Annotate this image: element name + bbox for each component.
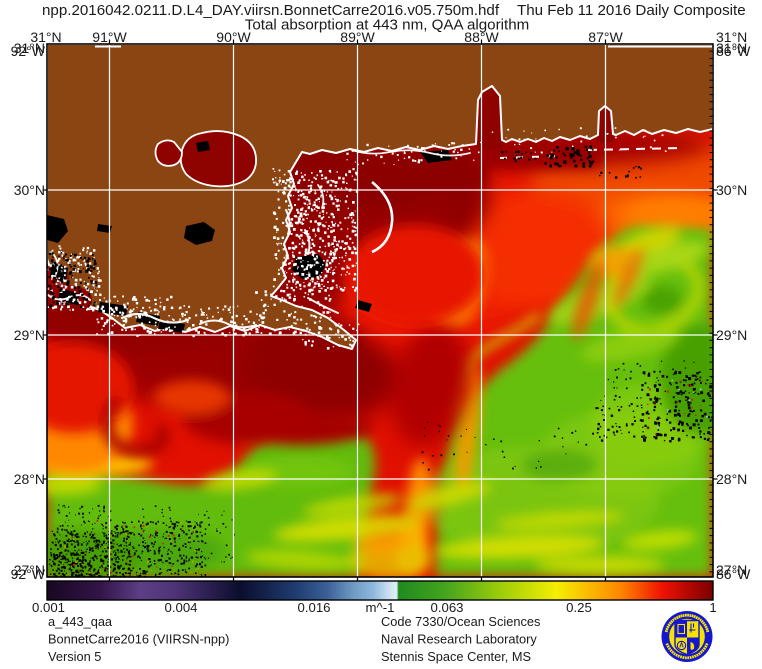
svg-text:m^-1: m^-1	[366, 600, 395, 615]
svg-text:28°N: 28°N	[716, 471, 747, 487]
svg-text:a_443_qaa: a_443_qaa	[48, 614, 113, 629]
svg-text:31°N: 31°N	[716, 29, 747, 45]
svg-text:28°N: 28°N	[14, 471, 45, 487]
svg-text:88°W: 88°W	[464, 29, 499, 45]
svg-text:90°W: 90°W	[216, 29, 251, 45]
svg-text:89°W: 89°W	[340, 29, 375, 45]
svg-text:30°N: 30°N	[716, 182, 747, 198]
svg-text:Code 7330/Ocean Sciences: Code 7330/Ocean Sciences	[381, 614, 540, 629]
svg-text:Total absorption at 443 nm, QA: Total absorption at 443 nm, QAA algorith…	[245, 17, 529, 34]
svg-text:Thu Feb 11 2016 Daily Composit: Thu Feb 11 2016 Daily Composite	[517, 2, 746, 19]
svg-text:86°W: 86°W	[716, 566, 751, 582]
svg-text:92°W: 92°W	[11, 566, 46, 582]
svg-text:29°N: 29°N	[716, 327, 747, 343]
svg-text:31°N: 31°N	[716, 40, 747, 56]
svg-text:Stennis Space Center, MS: Stennis Space Center, MS	[381, 649, 531, 664]
svg-text:87°W: 87°W	[588, 29, 623, 45]
svg-text:0.001: 0.001	[32, 600, 65, 615]
svg-text:Naval Research Laboratory: Naval Research Laboratory	[381, 632, 537, 647]
svg-text:27°N: 27°N	[14, 562, 45, 578]
svg-text:npp.2016042.0211.D.L4_DAY.viir: npp.2016042.0211.D.L4_DAY.viirsn.BonnetC…	[42, 2, 500, 19]
svg-text:31°N: 31°N	[30, 29, 61, 45]
svg-text:92°W: 92°W	[11, 43, 46, 59]
svg-text:91°W: 91°W	[92, 29, 127, 45]
svg-text:1: 1	[709, 600, 716, 615]
svg-text:29°N: 29°N	[14, 327, 45, 343]
svg-text:BonnetCarre2016 (VIIRSN-npp): BonnetCarre2016 (VIIRSN-npp)	[48, 632, 229, 647]
svg-text:30°N: 30°N	[14, 182, 45, 198]
svg-text:27°N: 27°N	[716, 562, 747, 578]
svg-text:0.25: 0.25	[566, 600, 592, 615]
svg-text:Version 5: Version 5	[48, 649, 101, 664]
svg-text:0.004: 0.004	[164, 600, 197, 615]
svg-text:86°W: 86°W	[716, 43, 751, 59]
svg-text:0.063: 0.063	[430, 600, 463, 615]
svg-text:0.016: 0.016	[297, 600, 330, 615]
svg-text:31°N: 31°N	[14, 40, 45, 56]
